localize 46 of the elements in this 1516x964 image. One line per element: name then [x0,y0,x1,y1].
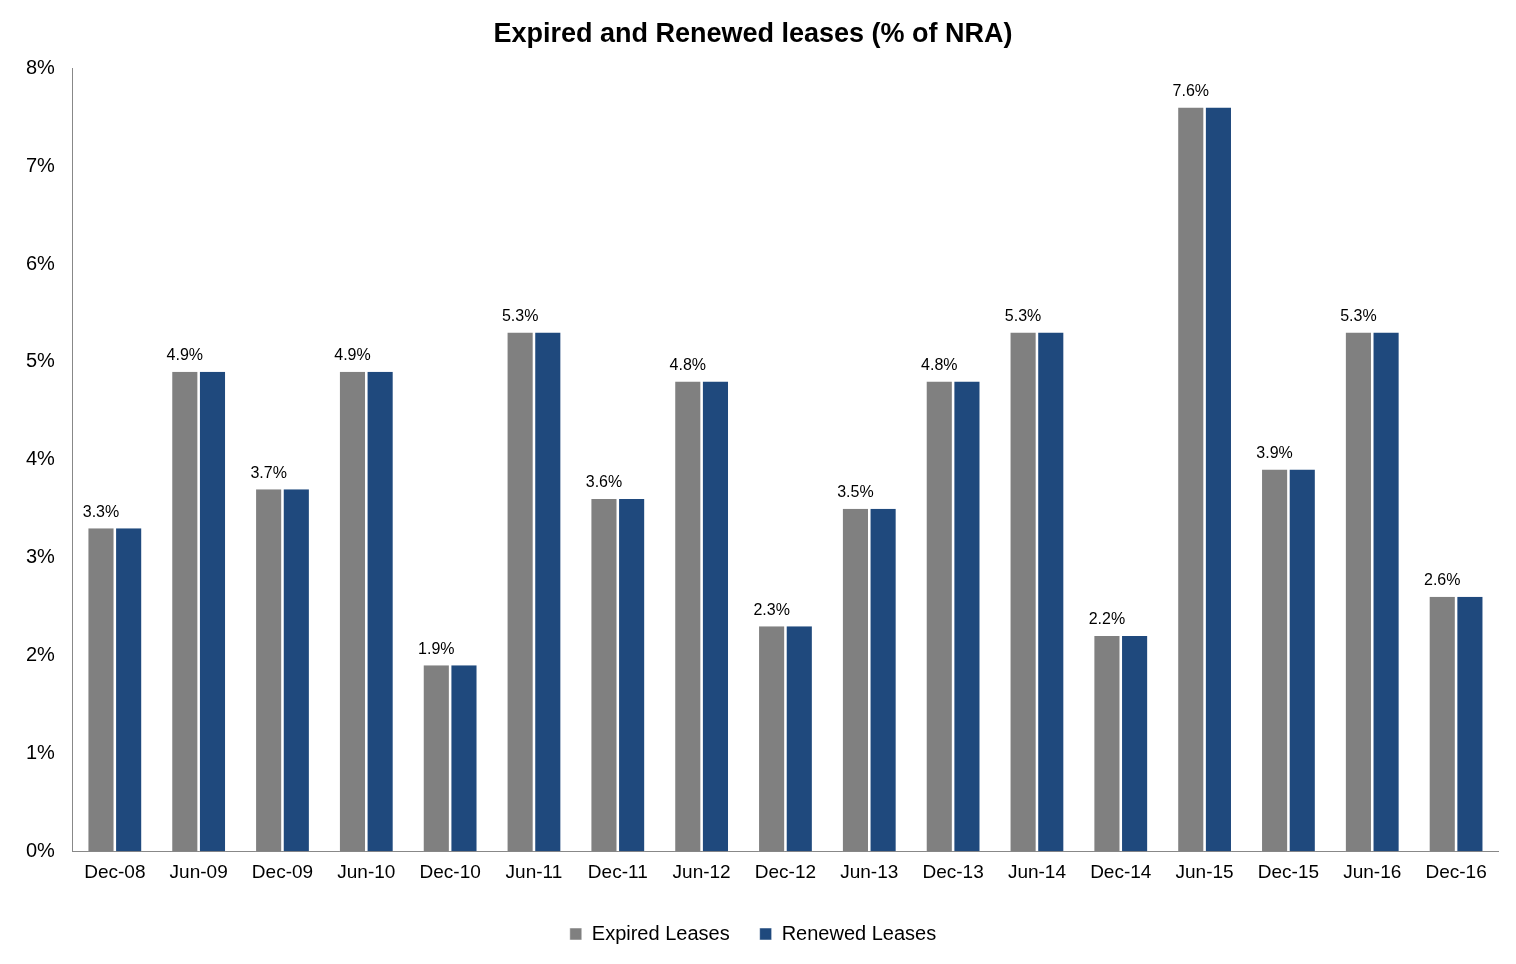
data-label: 3.7% [250,463,287,481]
data-label: 2.6% [1424,571,1461,589]
x-tick-label: Jun-13 [840,860,899,882]
y-tick-label: 4% [26,447,56,470]
y-tick-label: 2% [26,643,56,666]
x-tick-label: Jun-14 [1007,860,1067,882]
data-label: 5.3% [501,307,539,324]
data-label: 4.8% [669,355,707,373]
data-label: 4.8% [921,355,958,373]
x-tick-label: Dec-14 [1090,860,1152,882]
x-tick-label: Dec-09 [251,860,314,882]
y-tick-label: 0% [26,838,56,861]
data-label: 1.9% [418,639,455,657]
x-tick-label: Jun-16 [1343,860,1402,882]
x-tick-label: Jun-15 [1175,860,1234,882]
x-tick-label: Dec-13 [922,860,984,882]
data-label: 3.5% [837,483,874,501]
y-tick-label: 1% [26,740,56,763]
data-label: 7.6% [1172,81,1209,99]
chart-title: Expired and Renewed leases (% of NRA) [493,17,1013,48]
x-tick-label: Jun-09 [169,860,228,882]
legend-label: Renewed Leases [781,921,937,944]
legend-label: Expired Leases [591,921,730,944]
x-tick-label: Dec-16 [1425,860,1487,882]
x-tick-label: Jun-10 [337,860,396,882]
x-tick-label: Dec-10 [419,860,481,882]
x-tick-label: Dec-15 [1257,860,1320,882]
data-label: 2.2% [1088,610,1126,628]
y-tick-label: 6% [26,251,56,274]
data-label: 2.3% [753,600,790,618]
x-tick-label: Dec-11 [587,860,648,882]
x-tick-label: Jun-11 [505,860,563,882]
x-tick-label: Dec-12 [754,860,817,882]
data-label: 4.9% [334,346,371,364]
y-tick-label: 5% [26,349,56,372]
x-tick-label: Jun-12 [672,860,731,882]
data-label: 4.9% [166,346,204,364]
data-label: 3.9% [1256,443,1293,461]
data-label: 5.3% [1340,307,1377,324]
y-tick-label: 3% [26,545,56,568]
data-label: 3.3% [82,502,120,520]
data-label: 5.3% [1004,307,1042,324]
data-label: 3.6% [585,473,623,491]
y-tick-label: 7% [26,153,56,176]
x-tick-label: Dec-08 [84,860,146,882]
y-tick-label: 8% [26,55,56,78]
